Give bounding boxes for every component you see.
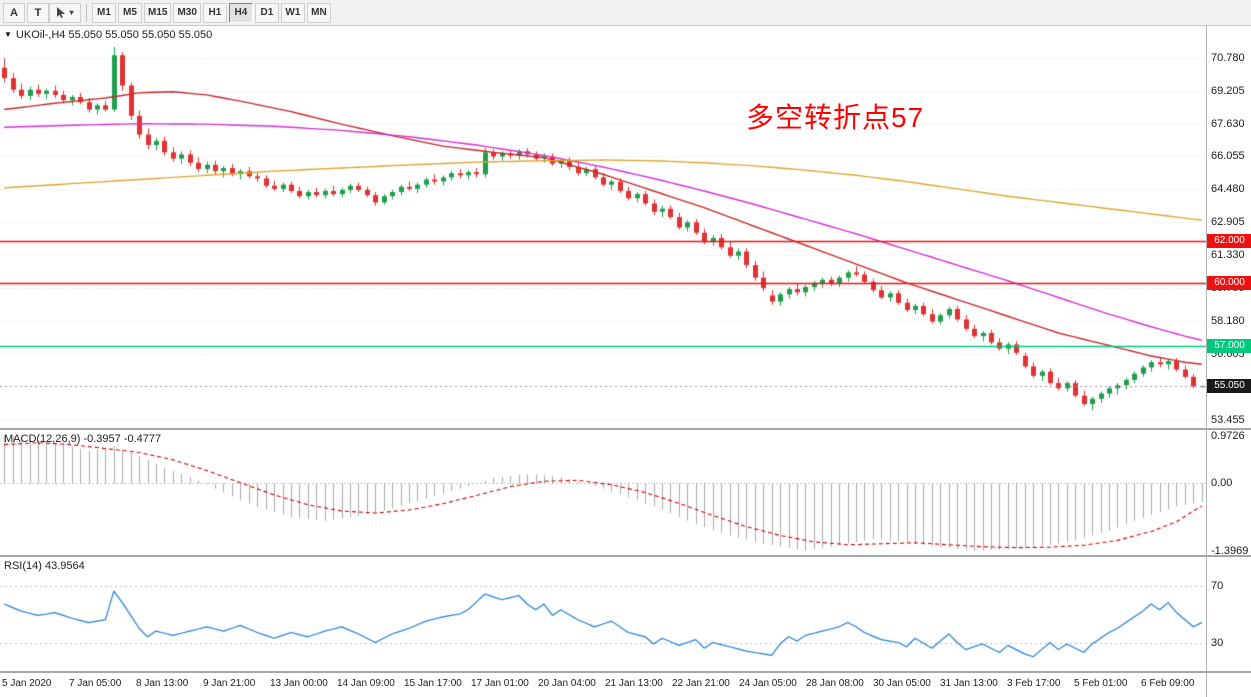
time-label: 13 Jan 00:00 (270, 678, 328, 689)
macd-axis-label: -1.3969 (1211, 544, 1249, 555)
symbol-ohlc-line: ▼ UKOil-,H4 55.050 55.050 55.050 55.050 (4, 29, 212, 41)
price-marker-55.050: 55.050 (1207, 379, 1251, 393)
timeframe-M1[interactable]: M1 (92, 2, 116, 23)
time-label: 30 Jan 05:00 (873, 678, 931, 689)
time-label: 31 Jan 13:00 (940, 678, 998, 689)
symbol-ohlc-text: UKOil-,H4 55.050 55.050 55.050 55.050 (15, 29, 213, 41)
rsi-pane: RSI(14) 43.9564 70 30 (0, 557, 1251, 671)
macd-axis-label: 0.00 (1211, 476, 1233, 489)
timeframe-D1[interactable]: D1 (254, 2, 279, 23)
time-label: 14 Jan 09:00 (337, 678, 395, 689)
time-label: 22 Jan 21:00 (672, 678, 730, 689)
time-label: 24 Jan 05:00 (739, 678, 797, 689)
price-axis-label: 58.180 (1211, 314, 1245, 327)
time-axis[interactable]: 5 Jan 2020 7 Jan 05:00 8 Jan 13:00 9 Jan 21… (0, 673, 1251, 697)
timeframe-W1[interactable]: W1 (280, 2, 305, 23)
macd-axis[interactable]: 0.9726 0.00 -1.3969 (1206, 430, 1251, 555)
macd-canvas[interactable] (0, 430, 1206, 555)
timeframe-M5[interactable]: M5 (118, 2, 142, 23)
chart-annotation-text: 多空转折点57 (746, 102, 925, 133)
time-label: 9 Jan 21:00 (203, 678, 256, 689)
rsi-axis-label: 30 (1211, 636, 1224, 649)
time-label: 7 Jan 05:00 (69, 678, 122, 689)
timeframe-M15[interactable]: M15 (144, 2, 172, 23)
timeframe-H1[interactable]: H1 (202, 2, 227, 23)
pane-splitter-3[interactable] (0, 671, 1251, 673)
time-label: 8 Jan 13:00 (136, 678, 189, 689)
price-marker-60.000: 60.000 (1207, 276, 1251, 290)
timeframe-H4[interactable]: H4 (228, 2, 253, 23)
symbol-collapse-icon[interactable]: ▼ (4, 30, 12, 39)
price-marker-62.000: 62.000 (1207, 234, 1251, 248)
pane-splitter-2[interactable] (0, 555, 1251, 557)
price-canvas[interactable] (0, 26, 1206, 428)
rsi-axis[interactable]: 70 30 (1206, 557, 1251, 671)
price-axis-label: 61.330 (1211, 249, 1245, 262)
price-axis-label: 66.055 (1211, 150, 1245, 163)
pane-splitter-1[interactable] (0, 428, 1251, 430)
time-label: 3 Feb 17:00 (1007, 678, 1061, 689)
price-axis-label: 53.455 (1211, 413, 1245, 426)
toolbar-timeframes: M1 M5 M15 M30 H1 H4 D1 W1 MN (92, 2, 331, 23)
time-label: 17 Jan 01:00 (471, 678, 529, 689)
macd-axis-label: 0.9726 (1211, 430, 1245, 442)
time-label: 21 Jan 13:00 (605, 678, 663, 689)
price-axis-label: 70.780 (1211, 51, 1245, 64)
price-pane: ▼ UKOil-,H4 55.050 55.050 55.050 55.050 多… (0, 26, 1251, 428)
price-axis-label: 67.630 (1211, 117, 1245, 130)
price-axis-label: 62.905 (1211, 216, 1245, 229)
time-label: 6 Feb 09:00 (1141, 678, 1195, 689)
time-label: 15 Jan 17:00 (404, 678, 462, 689)
cursor-tool-dropdown[interactable]: ▾ (49, 2, 81, 23)
price-marker-57.000: 57.000 (1207, 339, 1251, 353)
time-label: 28 Jan 08:00 (806, 678, 864, 689)
price-axis[interactable]: 70.780 69.205 67.630 66.055 64.480 62.905 61.3… (1206, 26, 1251, 428)
toolbar-separator (86, 3, 87, 22)
time-label: 20 Jan 04:00 (538, 678, 596, 689)
price-axis-label: 69.205 (1211, 84, 1245, 97)
time-label: 5 Feb 01:00 (1074, 678, 1128, 689)
macd-indicator-label: MACD(12,26,9) -0.3957 -0.4777 (4, 433, 162, 445)
rsi-indicator-label: RSI(14) 43.9564 (4, 560, 85, 572)
timeframe-MN[interactable]: MN (306, 2, 331, 23)
rsi-canvas[interactable] (0, 557, 1206, 671)
price-axis-label: 64.480 (1211, 183, 1245, 196)
rsi-axis-label: 70 (1211, 579, 1224, 592)
time-label: 5 Jan 2020 (2, 678, 52, 689)
time-axis-corner (1206, 673, 1251, 697)
tool-button-text-tool[interactable]: T (27, 2, 49, 23)
timeframe-M30[interactable]: M30 (173, 2, 201, 23)
dropdown-caret-icon: ▾ (69, 8, 74, 17)
tool-button-font-tool[interactable]: A (3, 2, 25, 23)
cursor-icon (57, 6, 66, 18)
macd-pane: MACD(12,26,9) -0.3957 -0.4777 0.9726 0.00… (0, 430, 1251, 555)
